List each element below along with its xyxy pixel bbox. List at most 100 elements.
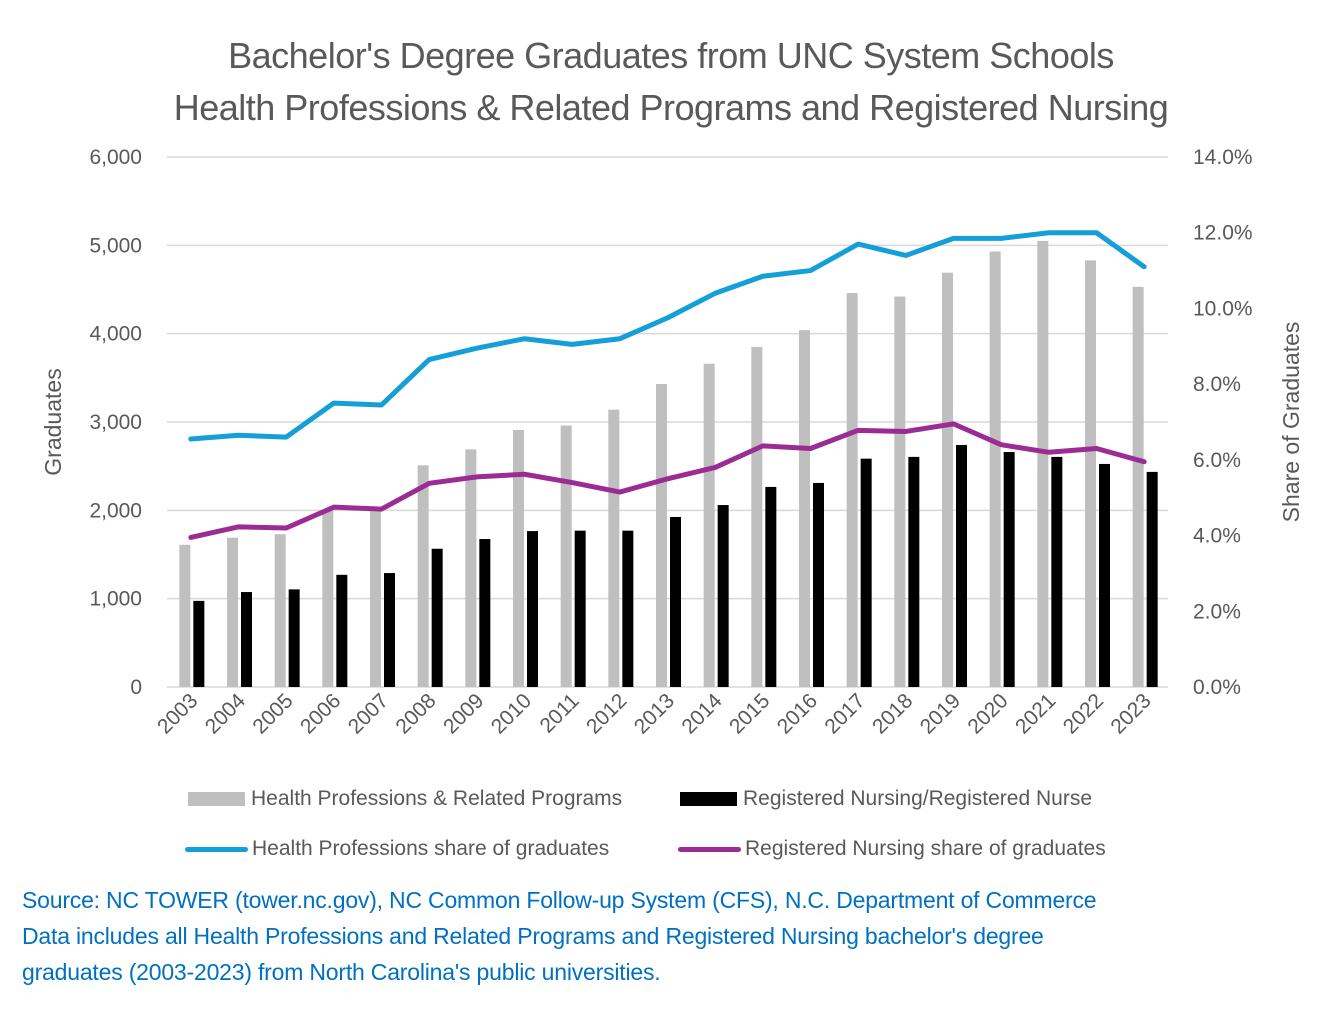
legend-label: Registered Nursing/Registered Nurse — [743, 787, 1092, 810]
right-tick-label: 8.0% — [1193, 373, 1241, 396]
source-note: Source: NC TOWER (tower.nc.gov), NC Comm… — [22, 882, 1097, 990]
legend-label: Registered Nursing share of graduates — [745, 837, 1106, 860]
bar-health-professions — [846, 293, 858, 687]
bar-health-professions — [370, 511, 381, 687]
legend-item-rn-bar: Registered Nursing/Registered Nurse — [680, 786, 1092, 812]
x-tick-label: 2016 — [773, 689, 822, 738]
right-axis-ticks: 0.0% 2.0% 4.0% 6.0% 8.0% 10.0% 12.0% 14.0% — [1193, 146, 1253, 699]
bar-health-professions — [751, 346, 763, 687]
bar-registered-nursing — [431, 548, 443, 687]
x-tick-label: 2020 — [963, 689, 1012, 738]
bar-health-professions — [227, 537, 238, 687]
x-tick-label: 2009 — [439, 689, 488, 738]
bar-health-professions — [608, 409, 620, 687]
bar-registered-nursing — [1003, 452, 1015, 687]
x-tick-label: 2004 — [201, 689, 251, 739]
x-tick-label: 2005 — [248, 689, 297, 738]
x-tick-label: 2008 — [391, 689, 440, 738]
bar-health-professions — [1132, 286, 1144, 687]
gridlines — [167, 156, 1168, 688]
source-line-1: Source: NC TOWER (tower.nc.gov), NC Comm… — [22, 887, 1097, 913]
bar-registered-nursing — [574, 530, 586, 687]
right-axis-title: Share of Graduates — [1278, 322, 1304, 523]
bar-health-professions — [703, 363, 715, 687]
legend-swatch-purple-line — [678, 846, 741, 852]
bar-health-professions — [656, 384, 667, 687]
chart-title-line-2: Health Professions & Related Programs an… — [173, 87, 1169, 128]
x-tick-label: 2012 — [582, 689, 631, 738]
bar-registered-nursing — [956, 444, 967, 687]
left-tick-label: 4,000 — [89, 323, 142, 346]
legend-item-hp-line: Health Professions share of graduates — [185, 836, 609, 862]
bar-registered-nursing — [860, 458, 872, 687]
bar-health-professions — [942, 272, 953, 687]
bar-registered-nursing — [1146, 471, 1158, 687]
x-tick-label: 2010 — [487, 689, 536, 738]
bar-health-professions — [322, 509, 334, 687]
bar-registered-nursing — [908, 456, 920, 687]
bar-health-professions — [894, 296, 906, 687]
x-tick-label: 2018 — [868, 689, 917, 738]
left-axis-title: Graduates — [40, 368, 66, 475]
left-tick-label: 6,000 — [89, 146, 142, 169]
bar-health-professions — [989, 251, 1001, 687]
right-tick-label: 10.0% — [1193, 297, 1253, 320]
right-tick-label: 2.0% — [1193, 600, 1241, 623]
bar-health-professions — [274, 534, 286, 687]
bar-health-professions — [1085, 260, 1096, 687]
x-tick-label: 2003 — [153, 689, 202, 738]
left-tick-label: 1,000 — [89, 588, 142, 611]
x-tick-label: 2013 — [630, 689, 679, 738]
legend-swatch-blue-line — [185, 846, 248, 852]
bar-health-professions — [1037, 240, 1049, 687]
bar-registered-nursing — [241, 592, 252, 687]
x-tick-label: 2023 — [1106, 689, 1155, 738]
legend-item-hp-bar: Health Professions & Related Programs — [188, 786, 622, 812]
legend-swatch-gray — [188, 792, 245, 806]
left-tick-label: 2,000 — [89, 499, 142, 522]
bar-registered-nursing — [670, 516, 681, 687]
x-tick-label: 2006 — [296, 689, 345, 738]
x-tick-label: 2015 — [725, 689, 774, 738]
x-tick-label: 2019 — [916, 689, 965, 738]
x-tick-label: 2014 — [677, 689, 727, 739]
bar-registered-nursing — [622, 530, 634, 687]
legend-label: Health Professions & Related Programs — [251, 787, 623, 810]
line-series — [188, 230, 1147, 540]
x-tick-label: 2017 — [820, 689, 869, 738]
left-tick-label: 0 — [130, 676, 142, 699]
legend-swatch-black — [680, 792, 737, 806]
bar-health-professions — [417, 465, 429, 687]
right-tick-label: 12.0% — [1193, 222, 1253, 245]
bar-registered-nursing — [527, 531, 538, 687]
left-axis-ticks: 0 1,000 2,000 3,000 4,000 5,000 6,000 — [89, 146, 142, 699]
x-tick-label: 2011 — [535, 689, 583, 737]
chart-title-line-1: Bachelor's Degree Graduates from UNC Sys… — [228, 35, 1114, 76]
x-tick-label: 2022 — [1059, 689, 1108, 738]
line-health-professions-share — [188, 230, 1147, 442]
x-tick-label: 2021 — [1011, 689, 1060, 738]
bar-health-professions — [465, 449, 477, 687]
legend-label: Health Professions share of graduates — [252, 837, 610, 860]
bar-registered-nursing — [1099, 463, 1110, 687]
x-tick-label: 2007 — [344, 689, 393, 738]
line-registered-nursing-share — [188, 421, 1147, 540]
bar-registered-nursing — [1051, 456, 1063, 687]
bar-health-professions — [513, 429, 524, 687]
left-tick-label: 3,000 — [89, 411, 142, 434]
bar-health-professions — [799, 330, 810, 687]
bar-series — [179, 240, 1158, 687]
left-tick-label: 5,000 — [89, 234, 142, 257]
source-line-2: Data includes all Health Professions and… — [22, 923, 1044, 949]
bar-registered-nursing — [479, 539, 491, 687]
bar-health-professions — [179, 544, 191, 687]
legend-item-rn-line: Registered Nursing share of graduates — [678, 836, 1106, 862]
right-tick-label: 14.0% — [1193, 146, 1253, 169]
bar-registered-nursing — [288, 589, 300, 687]
bar-registered-nursing — [765, 486, 777, 687]
bar-registered-nursing — [193, 600, 205, 687]
bar-registered-nursing — [336, 574, 348, 687]
bar-registered-nursing — [384, 573, 395, 687]
